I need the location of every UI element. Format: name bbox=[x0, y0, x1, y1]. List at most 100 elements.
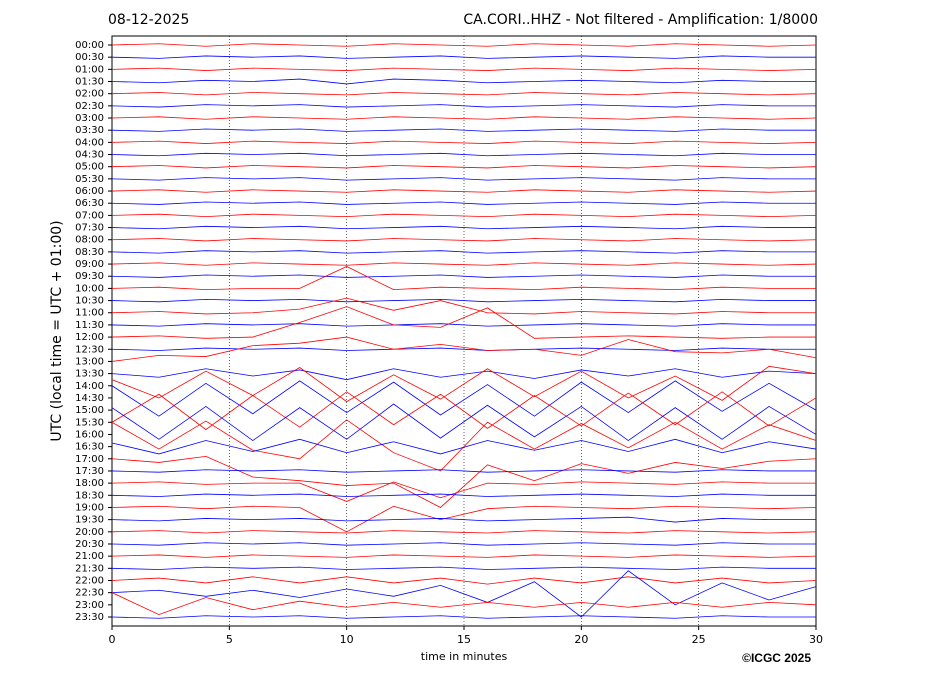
y-tick-label: 22:00 bbox=[75, 575, 104, 586]
y-tick-label: 18:30 bbox=[75, 490, 104, 501]
x-tick-label: 20 bbox=[574, 633, 588, 646]
y-tick-label: 03:00 bbox=[75, 113, 104, 124]
trace bbox=[111, 347, 816, 351]
trace bbox=[111, 116, 817, 120]
x-axis-label: time in minutes bbox=[421, 650, 508, 663]
x-tick-label: 30 bbox=[809, 633, 823, 646]
y-tick-label: 12:00 bbox=[75, 332, 104, 343]
y-tick-label: 02:30 bbox=[75, 101, 104, 112]
y-tick-label: 10:00 bbox=[75, 283, 104, 294]
trace bbox=[111, 592, 817, 615]
trace bbox=[111, 55, 816, 59]
y-tick-label: 04:30 bbox=[75, 150, 104, 161]
y-tick-label: 05:30 bbox=[75, 174, 104, 185]
trace bbox=[111, 554, 817, 558]
trace bbox=[111, 250, 816, 254]
y-tick-label: 01:00 bbox=[75, 64, 104, 75]
trace bbox=[111, 419, 817, 472]
y-tick-label: 15:30 bbox=[75, 417, 104, 428]
trace bbox=[111, 92, 817, 96]
trace bbox=[111, 566, 816, 570]
trace bbox=[111, 297, 816, 315]
y-tick-label: 10:30 bbox=[75, 296, 104, 307]
trace bbox=[111, 570, 817, 618]
y-tick-label: 06:30 bbox=[75, 198, 104, 209]
trace bbox=[111, 380, 817, 417]
trace bbox=[111, 266, 816, 291]
trace bbox=[111, 152, 816, 157]
trace bbox=[111, 455, 817, 508]
x-tick-label: 25 bbox=[692, 633, 706, 646]
trace bbox=[111, 140, 817, 144]
trace bbox=[111, 481, 816, 502]
trace bbox=[111, 323, 816, 327]
y-tick-label: 07:30 bbox=[75, 223, 104, 234]
y-tick-label: 07:00 bbox=[75, 210, 104, 221]
y-tick-label: 08:00 bbox=[75, 235, 104, 246]
x-tick-label: 10 bbox=[340, 633, 354, 646]
trace bbox=[111, 615, 816, 619]
y-tick-label: 13:30 bbox=[75, 369, 104, 380]
trace bbox=[111, 189, 817, 193]
trace bbox=[111, 368, 817, 381]
y-tick-label: 21:30 bbox=[75, 563, 104, 574]
y-tick-label: 13:00 bbox=[75, 356, 104, 367]
y-tick-label: 19:30 bbox=[75, 515, 104, 526]
trace bbox=[111, 365, 817, 403]
y-tick-label: 17:30 bbox=[75, 466, 104, 477]
trace bbox=[111, 67, 817, 71]
trace bbox=[111, 225, 816, 230]
trace bbox=[111, 530, 817, 534]
trace bbox=[111, 177, 816, 181]
y-tick-label: 11:00 bbox=[75, 308, 104, 319]
y-tick-label: 16:30 bbox=[75, 442, 104, 453]
date-title: 08-12-2025 bbox=[108, 12, 189, 28]
y-axis-label: UTC (local time = UTC + 01:00) bbox=[49, 220, 65, 441]
y-tick-label: 08:30 bbox=[75, 247, 104, 258]
trace bbox=[111, 336, 817, 362]
y-tick-label: 19:00 bbox=[75, 502, 104, 513]
x-tick-label: 15 bbox=[457, 633, 471, 646]
y-tick-label: 01:30 bbox=[75, 77, 104, 88]
trace bbox=[111, 78, 816, 85]
y-tick-label: 09:30 bbox=[75, 271, 104, 282]
copyright: ©ICGC 2025 bbox=[742, 651, 811, 665]
trace bbox=[111, 238, 817, 242]
trace bbox=[111, 391, 817, 431]
y-tick-label: 23:00 bbox=[75, 600, 104, 611]
trace bbox=[111, 438, 817, 455]
trace bbox=[111, 298, 816, 303]
y-tick-label: 23:30 bbox=[75, 612, 104, 623]
trace bbox=[111, 274, 816, 278]
trace bbox=[111, 262, 817, 266]
chart-title: CA.CORI..HHZ - Not filtered - Amplificat… bbox=[463, 12, 818, 28]
y-tick-label: 17:00 bbox=[75, 454, 104, 465]
trace bbox=[111, 201, 816, 205]
x-tick-label: 5 bbox=[226, 633, 233, 646]
y-tick-label: 22:30 bbox=[75, 588, 104, 599]
x-tick-label: 0 bbox=[109, 633, 116, 646]
trace bbox=[111, 403, 817, 442]
trace bbox=[111, 516, 816, 523]
trace bbox=[111, 542, 816, 546]
y-tick-label: 03:30 bbox=[75, 125, 104, 136]
y-tick-label: 00:30 bbox=[75, 52, 104, 63]
y-tick-label: 05:00 bbox=[75, 162, 104, 173]
trace bbox=[111, 505, 817, 533]
trace bbox=[111, 43, 817, 47]
y-tick-label: 00:00 bbox=[75, 40, 104, 51]
y-tick-label: 21:00 bbox=[75, 551, 104, 562]
trace bbox=[111, 165, 817, 169]
trace bbox=[111, 576, 817, 585]
y-tick-label: 09:00 bbox=[75, 259, 104, 270]
trace bbox=[111, 104, 816, 108]
y-tick-label: 15:00 bbox=[75, 405, 104, 416]
y-tick-label: 02:00 bbox=[75, 89, 104, 100]
y-tick-label: 11:30 bbox=[75, 320, 104, 331]
y-tick-label: 14:00 bbox=[75, 381, 104, 392]
trace bbox=[111, 493, 816, 497]
y-tick-label: 20:00 bbox=[75, 527, 104, 538]
y-tick-label: 06:00 bbox=[75, 186, 104, 197]
trace bbox=[111, 128, 816, 132]
